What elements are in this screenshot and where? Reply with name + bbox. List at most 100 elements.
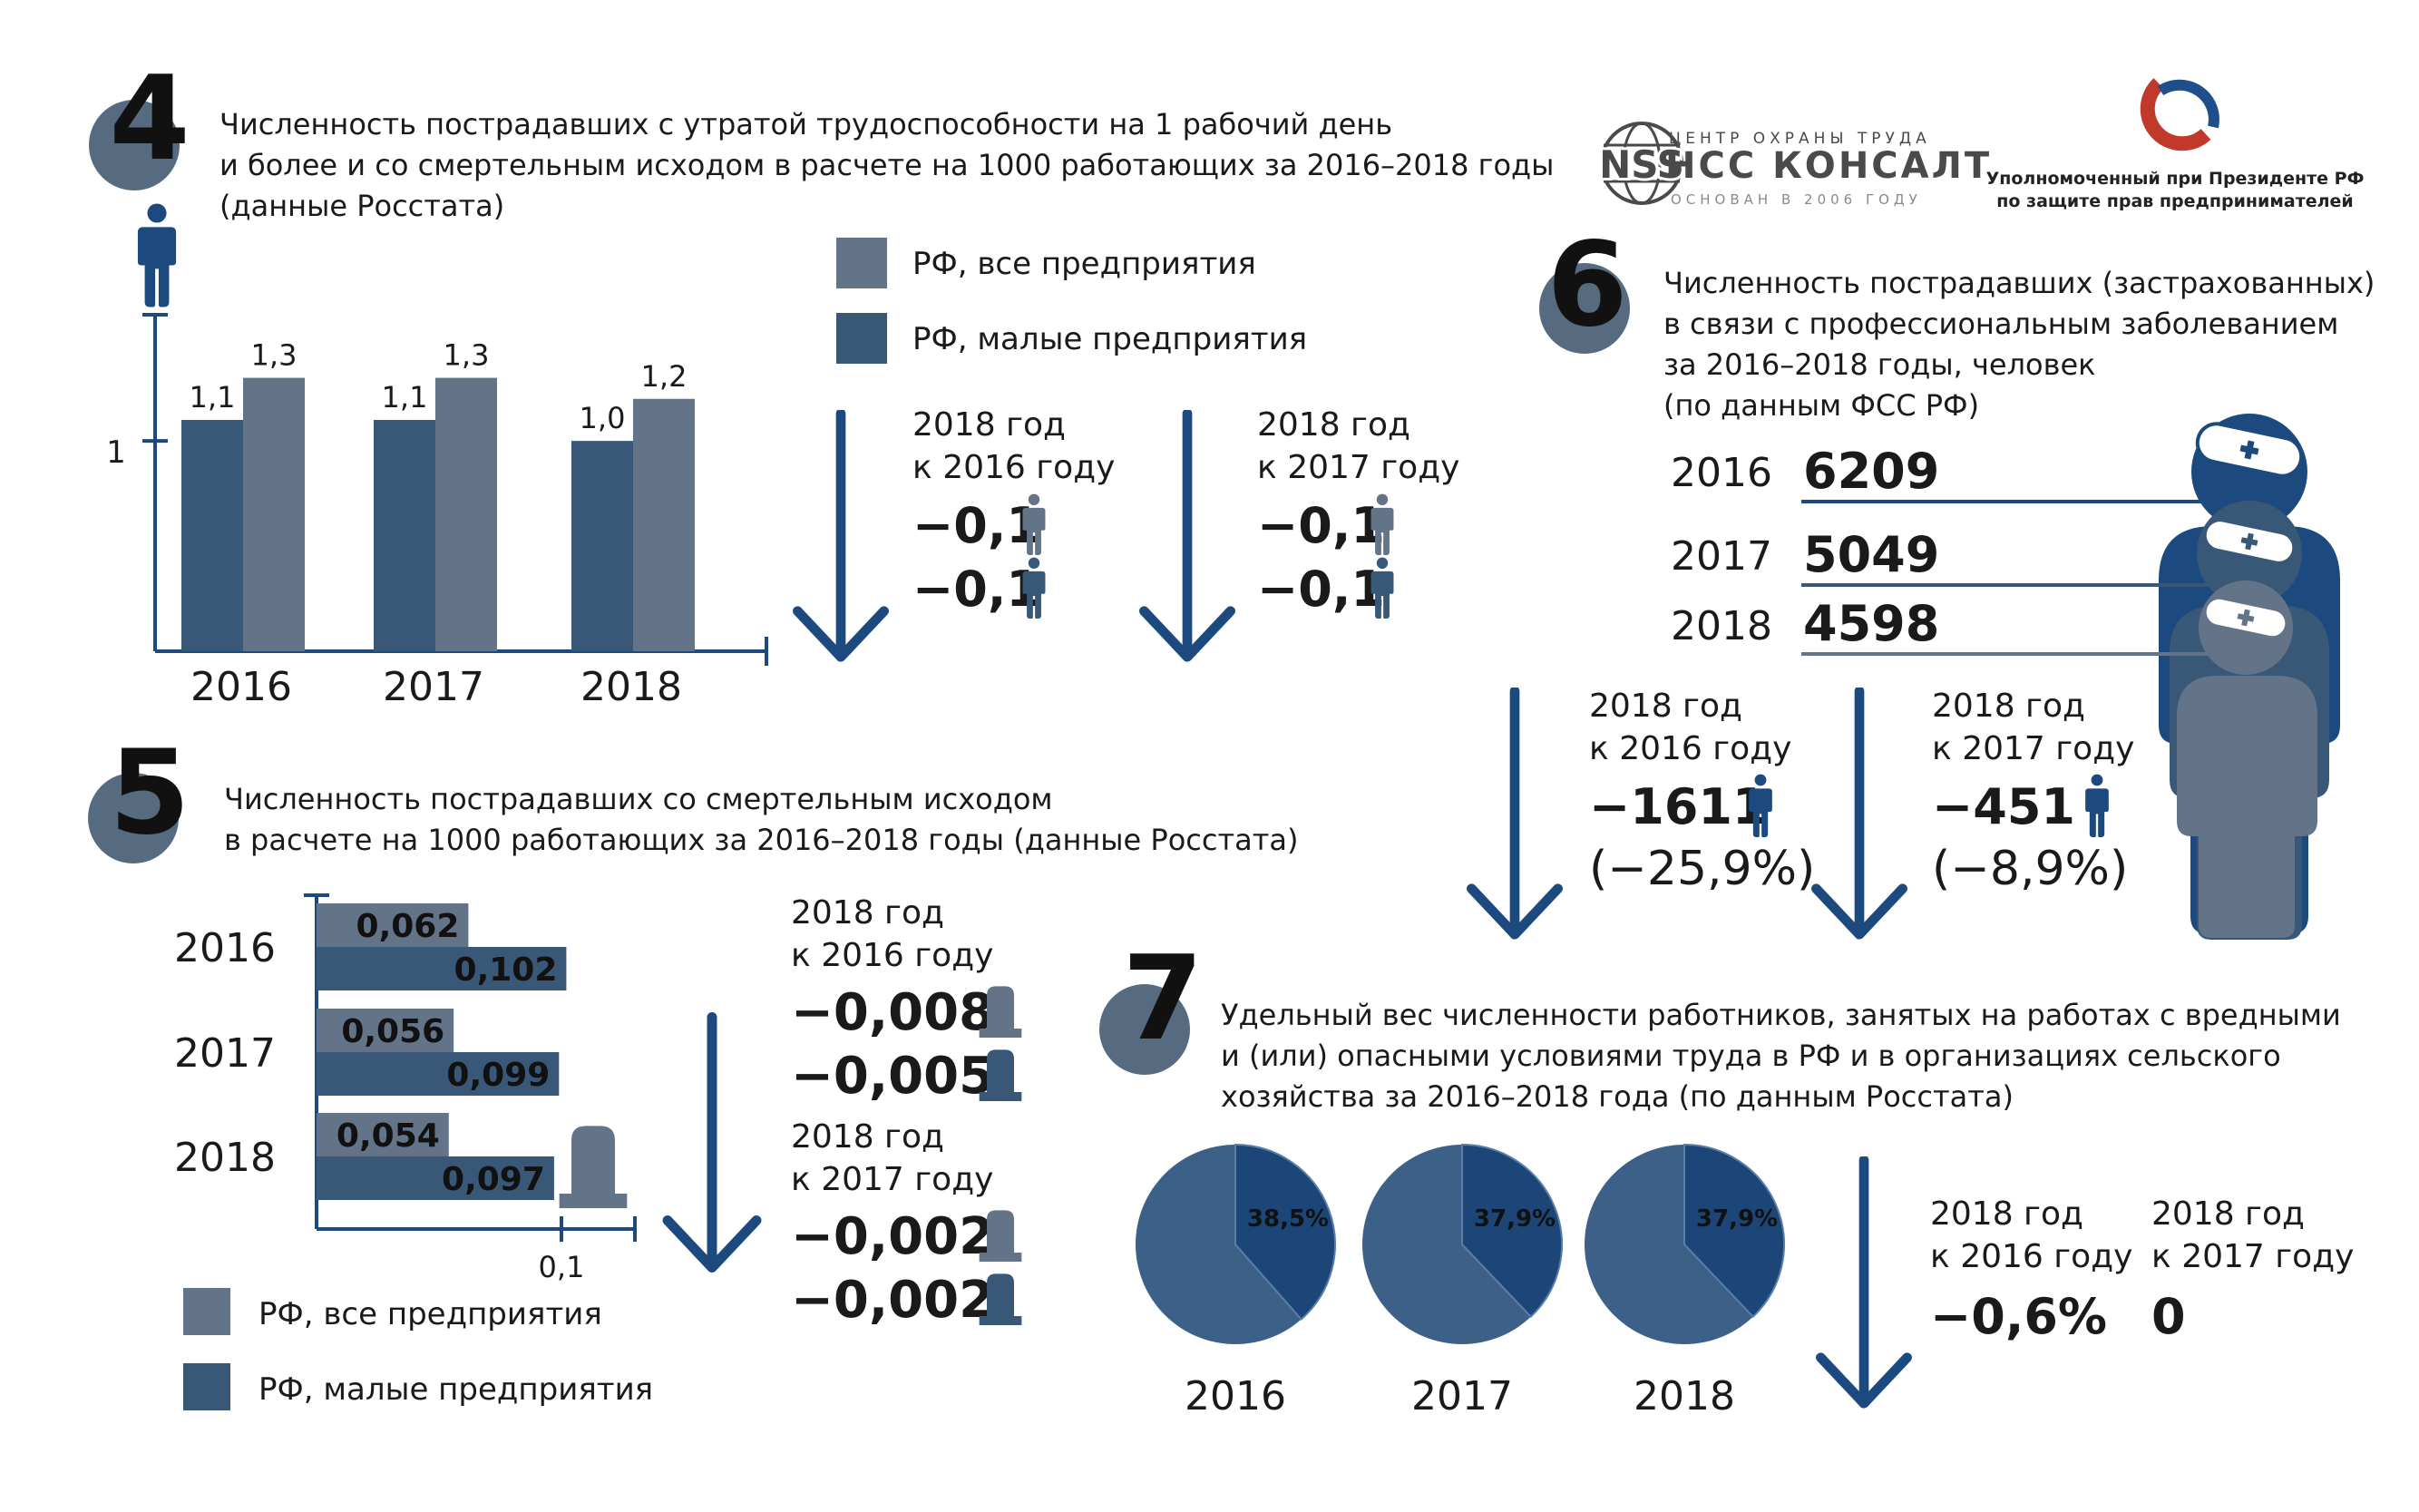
bar <box>317 1052 560 1096</box>
comparison-value: −1611 <box>1589 778 1767 835</box>
comparison-label: к 2017 году <box>791 1161 993 1198</box>
ombudsman-line2: по защите прав предпринимателей <box>1996 191 2353 211</box>
section6-title-line: в связи с профессиональным заболеванием <box>1663 307 2338 341</box>
down-arrow-icon <box>668 1018 756 1268</box>
section4-title-line: (данные Росстата) <box>219 189 504 223</box>
y-category-label: 2018 <box>174 1135 276 1181</box>
comparison-value: −0,002 <box>791 1207 994 1266</box>
comparison-label: к 2017 году <box>1932 730 2134 767</box>
section5-badge <box>88 773 179 863</box>
bar-value-label: 1,3 <box>444 338 490 373</box>
comparison-label: к 2016 году <box>1589 730 1791 767</box>
comparison-label: 2018 год <box>1930 1195 2083 1233</box>
comparison-value: −451 <box>1932 778 2075 835</box>
pie-slice <box>1234 1143 1336 1321</box>
section6-title-line: Численность пострадавших (застрахованных… <box>1663 266 2375 300</box>
section4-badge <box>89 100 180 190</box>
comparison-label: к 2016 году <box>1930 1238 2132 1275</box>
down-arrow-icon <box>1471 691 1557 934</box>
comparison-label: 2018 год <box>912 406 1066 444</box>
row-value: 5049 <box>1803 526 1939 583</box>
down-arrow-icon <box>1144 414 1230 657</box>
comparison-label: к 2017 году <box>2151 1238 2354 1275</box>
bar <box>317 1113 449 1156</box>
comparison-label: 2018 год <box>1257 406 1410 444</box>
bar <box>317 1156 554 1200</box>
comparison-label: 2018 год <box>1932 688 2085 725</box>
section7-title-line: и (или) опасными условиями труда в РФ и … <box>1221 1039 2281 1073</box>
comparison-label: к 2016 году <box>912 449 1115 486</box>
row-year: 2017 <box>1671 533 1772 580</box>
ombudsman-line1: Уполномоченный при Президенте РФ <box>1986 169 2365 189</box>
pie-value-label: 38,5% <box>1247 1205 1329 1233</box>
section6-badge <box>1539 263 1630 354</box>
row-value: 6209 <box>1803 443 1939 500</box>
pie-value-label: 37,9% <box>1696 1205 1778 1233</box>
row-year: 2016 <box>1671 450 1772 496</box>
bar-value-label: 0,056 <box>341 1013 444 1050</box>
legend-label-all: РФ, все предприятия <box>912 246 1256 282</box>
legend-swatch-all <box>183 1288 230 1335</box>
legend-label-all: РФ, все предприятия <box>258 1296 602 1332</box>
bar-value-label: 0,062 <box>356 908 460 945</box>
pie-category-label: 2017 <box>1411 1373 1513 1419</box>
section7-number: 7 <box>1122 932 1203 1067</box>
bar-value-label: 1,0 <box>580 401 626 435</box>
comparison-value: −0,1 <box>912 497 1040 554</box>
comparison-label: к 2017 году <box>1257 449 1459 486</box>
comparison-value: −0,008 <box>791 983 994 1042</box>
section6-title-line: за 2016–2018 годы, человек <box>1663 347 2095 382</box>
bar-value-label: 1,1 <box>382 380 428 415</box>
comparison-value: −0,002 <box>791 1271 994 1330</box>
bar <box>435 377 497 651</box>
pie-value-label: 37,9% <box>1474 1205 1556 1233</box>
bar-value-label: 0,097 <box>442 1161 545 1198</box>
pie-category-label: 2018 <box>1634 1373 1735 1419</box>
section5: 5 Численность пострадавших со смертельны… <box>88 726 1298 1410</box>
nurse-figure-2018 <box>2177 580 2317 938</box>
section7-title-line: хозяйства за 2016–2018 года (по данным Р… <box>1221 1079 2014 1114</box>
section4-number: 4 <box>109 52 190 187</box>
bar <box>243 377 305 651</box>
bar-value-label: 0,054 <box>337 1117 440 1155</box>
bar <box>181 419 243 651</box>
bar <box>374 419 435 651</box>
legend-label-small: РФ, малые предприятия <box>912 321 1307 357</box>
cross-icon <box>2237 609 2255 627</box>
section6-number: 6 <box>1546 218 1627 353</box>
x-tick-label: 2017 <box>383 664 484 710</box>
bar <box>317 947 567 990</box>
section5-number: 5 <box>109 726 190 861</box>
comparison-percent: (−25,9%) <box>1589 842 1815 896</box>
person-icon <box>2085 774 2109 837</box>
section4-title-line: и более и со смертельным исходом в расче… <box>219 148 1554 182</box>
row-value: 4598 <box>1803 595 1939 652</box>
bar-value-label: 1,3 <box>251 338 297 373</box>
comparison-label: 2018 год <box>791 894 944 932</box>
comparison-label: 2018 год <box>791 1118 944 1156</box>
pie-category-label: 2016 <box>1185 1373 1286 1419</box>
ombudsman-logo: Уполномоченный при Президенте РФ по защи… <box>1986 78 2365 211</box>
cross-icon <box>2239 440 2259 460</box>
section7: 7 Удельный вес численности работников, з… <box>1099 932 2354 1419</box>
bar <box>317 903 469 947</box>
cross-icon <box>2240 532 2258 551</box>
legend-label-small: РФ, малые предприятия <box>258 1371 653 1408</box>
down-arrow-icon <box>1816 691 1902 934</box>
down-arrow-icon <box>797 414 883 657</box>
section6: 6 Численность пострадавших (застрахованн… <box>1471 218 2375 940</box>
comparison-percent: (−8,9%) <box>1932 842 2128 896</box>
legend-swatch-small <box>836 313 887 364</box>
x-tick-label: 2016 <box>190 664 292 710</box>
comparison-label: 2018 год <box>1589 688 1742 725</box>
down-arrow-icon <box>1820 1160 1907 1403</box>
bar-value-label: 1,1 <box>190 380 236 415</box>
section5-title-line: Численность пострадавших со смертельным … <box>224 782 1053 816</box>
pie-slice <box>1683 1143 1785 1319</box>
section4-title-line: Численность пострадавших с утратой трудо… <box>219 107 1392 141</box>
section7-badge <box>1099 984 1190 1075</box>
nss-line1: ЦЕНТР ОХРАНЫ ТРУДА <box>1669 130 1931 148</box>
